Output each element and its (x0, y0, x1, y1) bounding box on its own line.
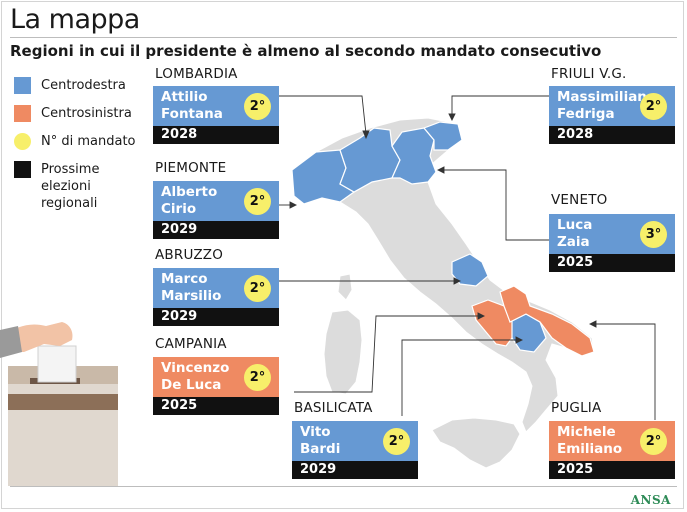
region-label-puglia: PUGLIA (551, 400, 602, 416)
footer-divider (10, 486, 677, 487)
term-badge: 2° (640, 428, 667, 455)
region-label-basilicata: BASILICATA (294, 400, 373, 416)
next-election-year: 2029 (153, 221, 279, 239)
next-election-year: 2025 (549, 461, 675, 479)
card-friuli: Massimiliano Fedriga 2° 2028 (549, 86, 675, 144)
legend-label: Centrodestra (41, 78, 126, 93)
next-election-year: 2025 (153, 397, 279, 415)
president-name: Attilio Fontana (161, 89, 223, 122)
president-name: Massimiliano Fedriga (557, 89, 657, 122)
region-abruzzo (451, 253, 489, 287)
president-name: Marco Marsilio (161, 271, 222, 304)
centrosinistra-swatch (14, 105, 31, 122)
term-badge: 3° (640, 221, 667, 248)
legend-label: Centrosinistra (41, 106, 132, 121)
next-election-year: 2029 (153, 308, 279, 326)
president-name: Vincenzo De Luca (161, 360, 230, 393)
connector-lines (279, 95, 656, 420)
card-puglia: Michele Emiliano 2° 2025 (549, 421, 675, 479)
card-piemonte: Alberto Cirio 2° 2029 (153, 181, 279, 239)
region-label-lombardia: LOMBARDIA (155, 66, 238, 82)
page-title: La mappa (10, 4, 140, 35)
president-name: Vito Bardi (300, 424, 341, 457)
card-campania: Vincenzo De Luca 2° 2025 (153, 357, 279, 415)
region-campania (471, 299, 513, 347)
centrodestra-swatch (14, 77, 31, 94)
region-friuli (422, 121, 463, 151)
legend-label: N° di mandato (41, 134, 136, 149)
legend-mandato: N° di mandato (14, 133, 136, 150)
region-puglia (499, 285, 595, 357)
next-election-year: 2028 (549, 126, 675, 144)
centrodestra-regions (291, 121, 547, 353)
region-label-veneto: VENETO (551, 192, 608, 208)
next-election-year: 2025 (549, 254, 675, 272)
card-abruzzo: Marco Marsilio 2° 2029 (153, 268, 279, 326)
title-divider (10, 37, 677, 38)
legend-elezioni: Prossime elezioni regionali (14, 161, 121, 212)
region-label-friuli: FRIULI V.G. (551, 66, 627, 82)
term-badge: 2° (244, 93, 271, 120)
term-badge: 2° (640, 93, 667, 120)
president-name: Alberto Cirio (161, 184, 218, 217)
legend-centrosinistra: Centrosinistra (14, 105, 132, 122)
president-name: Michele Emiliano (557, 424, 623, 457)
legend-label: Prossime elezioni regionali (41, 162, 100, 211)
centrosinistra-regions (471, 285, 595, 357)
ansa-logo: ANSA (630, 493, 671, 507)
elezioni-swatch (14, 161, 31, 178)
president-name: Luca Zaia (557, 217, 593, 250)
next-election-year: 2029 (292, 461, 418, 479)
mandato-swatch (14, 133, 31, 150)
next-election-year: 2028 (153, 126, 279, 144)
term-badge: 2° (383, 428, 410, 455)
region-veneto (391, 127, 437, 185)
region-label-campania: CAMPANIA (155, 336, 227, 352)
region-label-piemonte: PIEMONTE (155, 160, 227, 176)
card-lombardia: Attilio Fontana 2° 2028 (153, 86, 279, 144)
term-badge: 2° (244, 364, 271, 391)
card-basilicata: Vito Bardi 2° 2029 (292, 421, 418, 479)
italy-base (291, 117, 595, 469)
region-label-abruzzo: ABRUZZO (155, 247, 224, 263)
ballot-box-illustration (0, 322, 118, 486)
term-badge: 2° (244, 275, 271, 302)
page-subtitle: Regioni in cui il presidente è almeno al… (10, 42, 602, 60)
card-veneto: Luca Zaia 3° 2025 (549, 214, 675, 272)
legend-centrodestra: Centrodestra (14, 77, 126, 94)
term-badge: 2° (244, 188, 271, 215)
